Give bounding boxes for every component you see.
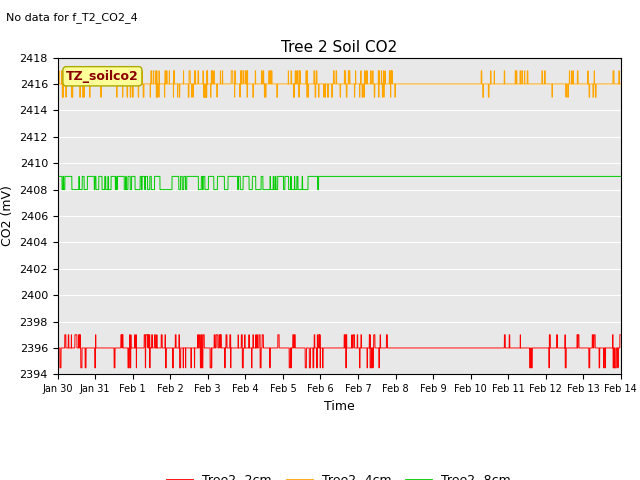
Legend: Tree2 -2cm, Tree2 -4cm, Tree2 -8cm: Tree2 -2cm, Tree2 -4cm, Tree2 -8cm <box>162 469 516 480</box>
Y-axis label: CO2 (mV): CO2 (mV) <box>1 186 14 246</box>
X-axis label: Time: Time <box>324 400 355 413</box>
Text: No data for f_T2_CO2_4: No data for f_T2_CO2_4 <box>6 12 138 23</box>
Title: Tree 2 Soil CO2: Tree 2 Soil CO2 <box>281 40 397 55</box>
Text: TZ_soilco2: TZ_soilco2 <box>66 70 139 83</box>
